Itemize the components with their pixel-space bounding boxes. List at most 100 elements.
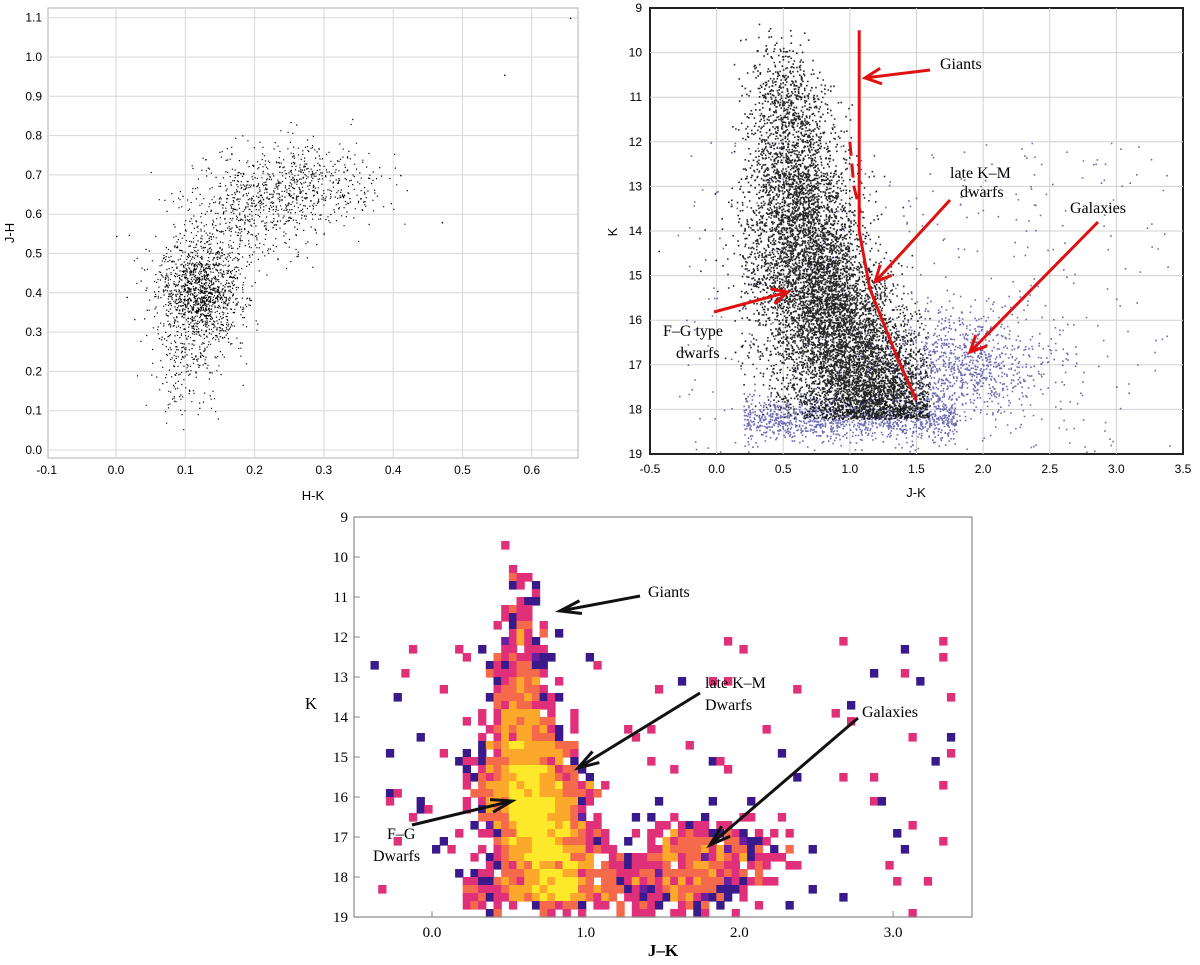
density-cell (508, 581, 518, 590)
density-cell (501, 693, 510, 702)
density-cell (493, 757, 502, 766)
density-cell (508, 661, 518, 670)
density-cell (631, 877, 641, 886)
density-cell (501, 781, 510, 790)
density-cell (524, 717, 533, 726)
annotation-fg-dwarfs-line2: Dwarfs (373, 848, 420, 865)
divider-dashed (848, 141, 862, 214)
density-cell (877, 797, 886, 806)
density-cell (578, 829, 587, 838)
density-cell (724, 853, 733, 862)
density-cell (670, 829, 679, 838)
density-cell (524, 629, 533, 638)
density-cell (539, 885, 548, 894)
density-cell (662, 877, 671, 886)
density-cell (439, 749, 448, 758)
density-cell (539, 741, 548, 750)
density-cell (654, 861, 664, 870)
density-cell (570, 877, 579, 886)
density-cell (416, 805, 425, 814)
density-cell (601, 885, 610, 894)
density-cell (562, 901, 571, 910)
density-cell (485, 805, 495, 814)
density-cell (516, 661, 525, 670)
density-cell (654, 821, 664, 830)
density-cell (578, 765, 587, 774)
density-cell (493, 661, 502, 670)
density-cell (601, 845, 610, 854)
density-cell (524, 757, 533, 766)
density-cell (624, 893, 633, 902)
density-cell (478, 773, 487, 782)
density-cell (524, 813, 533, 822)
density-cell (593, 885, 602, 894)
density-cell (516, 613, 525, 622)
density-cell (693, 829, 702, 838)
density-cell (608, 861, 618, 870)
density-cell (708, 893, 717, 902)
density-cell (539, 813, 548, 822)
density-cell (908, 733, 917, 742)
density-cell (508, 789, 518, 798)
density-cell (531, 685, 541, 694)
density-cell (531, 757, 541, 766)
density-cell (516, 597, 525, 606)
density-cell (485, 669, 495, 678)
density-cell (747, 813, 756, 822)
density-cell (508, 757, 518, 766)
arrow-giants-head (861, 66, 883, 86)
density-cell (739, 829, 748, 838)
density-cell (631, 829, 641, 838)
density-cell (524, 845, 533, 854)
density-cell (478, 885, 487, 894)
density-cell (555, 677, 564, 686)
density-cell (539, 893, 548, 902)
density-cell (677, 829, 687, 838)
y-tick-labels: 0.0 0.1 0.2 0.3 0.4 0.5 0.6 0.7 0.8 0.9 1.0 1.1 (25, 11, 42, 457)
density-cell (670, 853, 679, 862)
y-tick-label: 16 (629, 313, 643, 327)
density-cell (493, 789, 502, 798)
y-tick-label: 19 (333, 910, 348, 926)
density-cell (885, 861, 894, 870)
x-tick-label: 0.1 (177, 463, 194, 477)
density-cell (701, 885, 710, 894)
density-cell (662, 845, 671, 854)
density-cell (493, 885, 502, 894)
density-cell (478, 797, 487, 806)
x-axis-label: J–K (648, 941, 679, 960)
density-cell (501, 893, 510, 902)
density-cell (631, 901, 641, 910)
x-tick-label: 0.0 (708, 462, 725, 476)
density-cell (601, 781, 610, 790)
density-cell (547, 853, 556, 862)
density-cell (578, 877, 587, 886)
density-cell (785, 901, 794, 910)
density-cell (570, 861, 579, 870)
scatter-point (400, 174, 402, 177)
density-cell (547, 885, 556, 894)
density-cell (770, 853, 779, 862)
density-cell (478, 709, 487, 718)
density-cell (593, 661, 602, 670)
density-cell (631, 893, 641, 902)
density-cell (547, 757, 556, 766)
density-cell (524, 709, 533, 718)
density-cell (562, 837, 571, 846)
density-cell (547, 909, 556, 918)
annotation-giants: Giants (648, 584, 690, 601)
density-cell (539, 661, 548, 670)
density-cell (547, 765, 556, 774)
density-cell (647, 877, 656, 886)
density-cell (578, 789, 587, 798)
density-cell (562, 869, 571, 878)
density-cell (639, 861, 648, 870)
density-cell (508, 621, 518, 630)
density-cell (601, 877, 610, 886)
density-cell (739, 645, 748, 654)
density-cell (585, 781, 594, 790)
density-cell (547, 821, 556, 830)
density-cell (724, 877, 733, 886)
density-cell (485, 869, 495, 878)
